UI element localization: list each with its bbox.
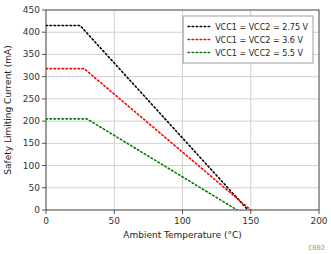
y-grid-line (46, 187, 319, 188)
grid (46, 10, 319, 210)
y-tick-label: 300 (23, 72, 40, 82)
x-tick-label: 100 (174, 216, 191, 226)
legend-box (183, 16, 313, 63)
x-grid-line (114, 10, 115, 210)
legend-swatch (188, 39, 210, 41)
y-tick-label: 150 (23, 138, 40, 148)
x-tick (319, 210, 320, 214)
plot-frame (46, 10, 319, 210)
y-tick (42, 98, 46, 99)
y-tick-label: 400 (23, 27, 40, 37)
y-tick-label: 350 (23, 49, 40, 59)
axes: 0 50 100 150 200 0 50 100 150 200 250 300 350 400 450 (23, 5, 328, 226)
y-tick-label: 450 (23, 5, 40, 15)
y-tick (42, 76, 46, 77)
y-tick (42, 165, 46, 166)
legend-swatch (188, 52, 210, 54)
y-axis-label: Safety Limiting Current (mA) (3, 45, 13, 174)
y-tick (42, 210, 46, 211)
series-line (46, 119, 237, 210)
y-tick (42, 32, 46, 33)
legend-label: VCC1 = VCC2 = 5.5 V (215, 49, 303, 58)
annotation: C002 (308, 244, 325, 252)
y-tick-label: 0 (34, 205, 40, 215)
x-axis-label: Ambient Temperature (°C) (123, 230, 241, 240)
series-line (46, 69, 251, 210)
x-tick (250, 210, 251, 214)
y-grid-line (46, 121, 319, 122)
y-tick-label: 100 (23, 161, 40, 171)
y-grid-line (46, 143, 319, 144)
y-tick (42, 143, 46, 144)
x-tick-label: 200 (310, 216, 327, 226)
y-tick-label: 250 (23, 94, 40, 104)
chart: 0 50 100 150 200 0 50 100 150 200 250 300 350 400 450 A… (0, 0, 331, 254)
y-grid-line (46, 165, 319, 166)
y-tick (42, 121, 46, 122)
legend-swatch (188, 26, 210, 28)
x-tick-label: 50 (109, 216, 121, 226)
legend: VCC1 = VCC2 = 2.75 V VCC1 = VCC2 = 3.6 V V… (183, 16, 313, 63)
y-tick (42, 187, 46, 188)
y-tick-label: 200 (23, 116, 40, 126)
background (0, 0, 331, 254)
x-tick (46, 210, 47, 214)
legend-label: VCC1 = VCC2 = 3.6 V (215, 36, 303, 45)
y-grid-line (46, 98, 319, 99)
y-tick (42, 10, 46, 11)
y-tick-label: 50 (29, 183, 41, 193)
x-tick-label: 150 (242, 216, 259, 226)
x-tick (182, 210, 183, 214)
legend-label: VCC1 = VCC2 = 2.75 V (215, 23, 308, 32)
x-tick-label: 0 (43, 216, 49, 226)
y-grid-line (46, 76, 319, 77)
x-tick (114, 210, 115, 214)
y-tick (42, 54, 46, 55)
